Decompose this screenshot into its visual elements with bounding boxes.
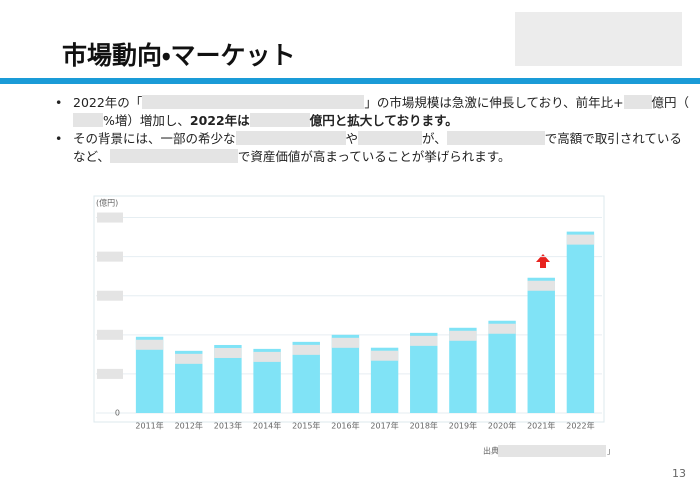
redaction [214, 347, 242, 358]
x-tick-label: 2016年 [331, 421, 359, 431]
text: が、 [422, 131, 447, 146]
text: で高額で取引されているなど、 [73, 131, 682, 164]
redaction [109, 149, 238, 163]
redaction [410, 335, 438, 346]
redaction [97, 212, 123, 223]
y-axis-label: (億円) [96, 198, 118, 208]
redaction [97, 368, 123, 379]
bar [410, 332, 438, 413]
text: 2022年の「 [73, 95, 143, 110]
redaction [370, 350, 399, 361]
bullet-list: 2022年の「 」の市場規模は急激に伸長しており、前年比+ 億円（ %増）増加し、20… [55, 94, 690, 166]
slide-title: 市場動向・マーケット [62, 41, 296, 70]
redaction [446, 131, 545, 145]
page-number: 13 [672, 467, 686, 480]
bold-text: 2022年は [189, 113, 250, 128]
redaction [623, 95, 652, 109]
redaction [488, 323, 516, 334]
redaction [175, 353, 203, 364]
bar [331, 334, 360, 413]
redaction [97, 329, 123, 340]
bar [566, 231, 595, 413]
x-tick-label: 2020年 [488, 421, 516, 431]
redaction [235, 131, 346, 145]
bar [449, 327, 477, 413]
redaction [566, 234, 595, 245]
redaction [331, 337, 360, 348]
bullet: 2022年の「 」の市場規模は急激に伸長しており、前年比+ 億円（ %増）増加し、20… [55, 94, 690, 130]
text: その背景には、一部の希少な [73, 131, 236, 146]
text: 億円（ [651, 95, 690, 110]
redaction [135, 339, 164, 350]
x-tick-label: 2011年 [135, 421, 163, 431]
redaction [358, 131, 423, 145]
x-tick-label: 2018年 [410, 421, 438, 431]
bar [527, 277, 555, 413]
redaction [142, 95, 365, 109]
y-tick-label: 0 [115, 409, 120, 418]
x-tick-label: 2015年 [292, 421, 320, 431]
bullet: その背景には、一部の希少な や が、で高額で取引されているなど、で資産価値が高まって… [55, 130, 690, 166]
redaction [292, 344, 320, 355]
source-label: 」 [607, 447, 615, 456]
redaction [97, 290, 123, 301]
x-tick-label: 2013年 [214, 421, 242, 431]
x-tick-label: 2021年 [527, 421, 555, 431]
redaction [97, 251, 123, 262]
x-tick-label: 2012年 [175, 421, 203, 431]
redaction [253, 351, 281, 362]
title-rule [0, 78, 700, 84]
text: 」の市場規模は急激に伸長しており、前年比+ [364, 95, 624, 110]
redaction [527, 280, 555, 291]
text: や [345, 131, 359, 146]
redaction [498, 445, 606, 457]
bold-text: 億円と拡大しております。 [309, 113, 458, 128]
up-arrow [536, 254, 550, 268]
redacted-logo [515, 12, 682, 66]
bar [488, 320, 516, 413]
source-label: 出典： [483, 446, 507, 456]
x-tick-label: 2014年 [253, 421, 281, 431]
chart-frame [93, 195, 605, 423]
redaction [449, 330, 477, 341]
redaction [249, 113, 310, 127]
text: %増）増加し、 [103, 113, 190, 128]
text: で資産価値が高まっていることが挙げられます。 [237, 149, 511, 164]
x-tick-label: 2017年 [370, 421, 398, 431]
redaction [73, 113, 103, 127]
x-tick-label: 2019年 [449, 421, 477, 431]
x-tick-label: 2022年 [566, 421, 594, 431]
